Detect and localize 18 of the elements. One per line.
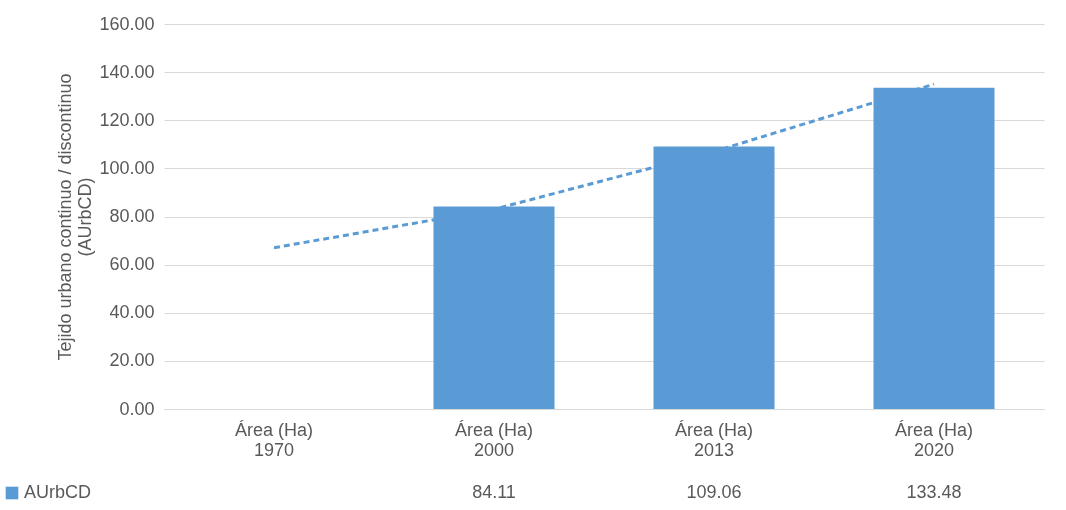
y-tick-label: 100.00: [99, 157, 155, 178]
x-tick-label: Área (Ha) 1970: [234, 419, 314, 460]
x-tick-label: Área (Ha) 2020: [894, 419, 974, 460]
data-label: 84.11: [472, 482, 516, 502]
y-axis-title: Tejido urbano continuo / discontinuo (AUrbCD): [55, 73, 96, 361]
y-tick-label: 160.00: [99, 13, 155, 34]
data-label: 133.48: [906, 482, 962, 502]
y-tick-label: 120.00: [99, 109, 155, 130]
x-tick-label: Área (Ha) 2013: [674, 419, 754, 460]
y-tick-label: 80.00: [109, 206, 155, 226]
y-tick-label: 0.00: [119, 398, 155, 419]
y-tick-label: 140.00: [99, 61, 155, 82]
x-tick-label: Área (Ha) 2000: [454, 419, 534, 460]
y-tick-label: 40.00: [109, 302, 155, 323]
legend-label: AUrbCD: [24, 482, 92, 502]
y-tick-label: 60.00: [109, 254, 155, 275]
data-label: 109.06: [686, 482, 742, 502]
y-tick-label: 20.00: [109, 350, 155, 371]
